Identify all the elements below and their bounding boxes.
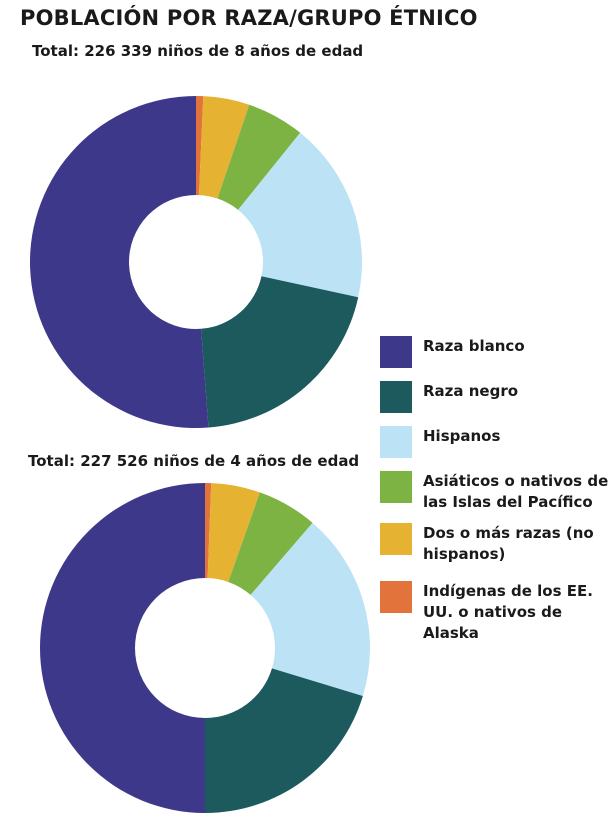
legend-label-white: Raza blanco: [423, 337, 525, 355]
legend-item-hispanic: Hispanos: [380, 426, 612, 458]
chart-2-title: Total: 227 526 niños de 4 años de edad: [28, 452, 360, 470]
legend-label-native: Indígenas de los EE. UU. o nativos de Al…: [423, 582, 593, 642]
legend-item-native: Indígenas de los EE. UU. o nativos de Al…: [380, 581, 612, 644]
chart-1-slice-two-or-more: [198, 96, 250, 199]
chart-2-slice-black: [205, 668, 363, 813]
legend-label-black: Raza negro: [423, 382, 519, 400]
legend-swatch-native: [380, 581, 412, 613]
chart-2-slice-white: [40, 483, 205, 813]
page-title: POBLACIÓN POR RAZA/GRUPO ÉTNICO: [20, 6, 478, 30]
chart-1-title: Total: 226 339 niños de 8 años de edad: [32, 42, 364, 60]
legend-swatch-hispanic: [380, 426, 412, 458]
chart-1-slice-white: [30, 96, 209, 428]
legend-swatch-asian: [380, 471, 412, 503]
legend-item-black: Raza negro: [380, 381, 612, 413]
legend-item-asian: Asiáticos o nativos de las Islas del Pac…: [380, 471, 612, 513]
legend-swatch-white: [380, 336, 412, 368]
legend-item-two-or-more: Dos o más razas (no hispanos): [380, 523, 612, 565]
legend-swatch-two-or-more: [380, 523, 412, 555]
chart-1-slice-hispanic: [238, 132, 362, 298]
chart-1-slice-asian: [217, 104, 301, 210]
legend-label-two-or-more: Dos o más razas (no hispanos): [423, 524, 594, 563]
chart-2-slice-asian: [228, 492, 313, 595]
chart-2-slice-hispanic: [250, 522, 370, 697]
chart-2-slice-native: [205, 483, 212, 579]
legend-swatch-black: [380, 381, 412, 413]
legend-item-white: Raza blanco: [380, 336, 612, 368]
chart-1-slice-native: [196, 96, 204, 196]
chart-1-slice-black: [201, 276, 359, 428]
chart-2-slice-two-or-more: [207, 483, 260, 582]
legend-label-hispanic: Hispanos: [423, 427, 501, 445]
legend-label-asian: Asiáticos o nativos de las Islas del Pac…: [423, 472, 609, 511]
